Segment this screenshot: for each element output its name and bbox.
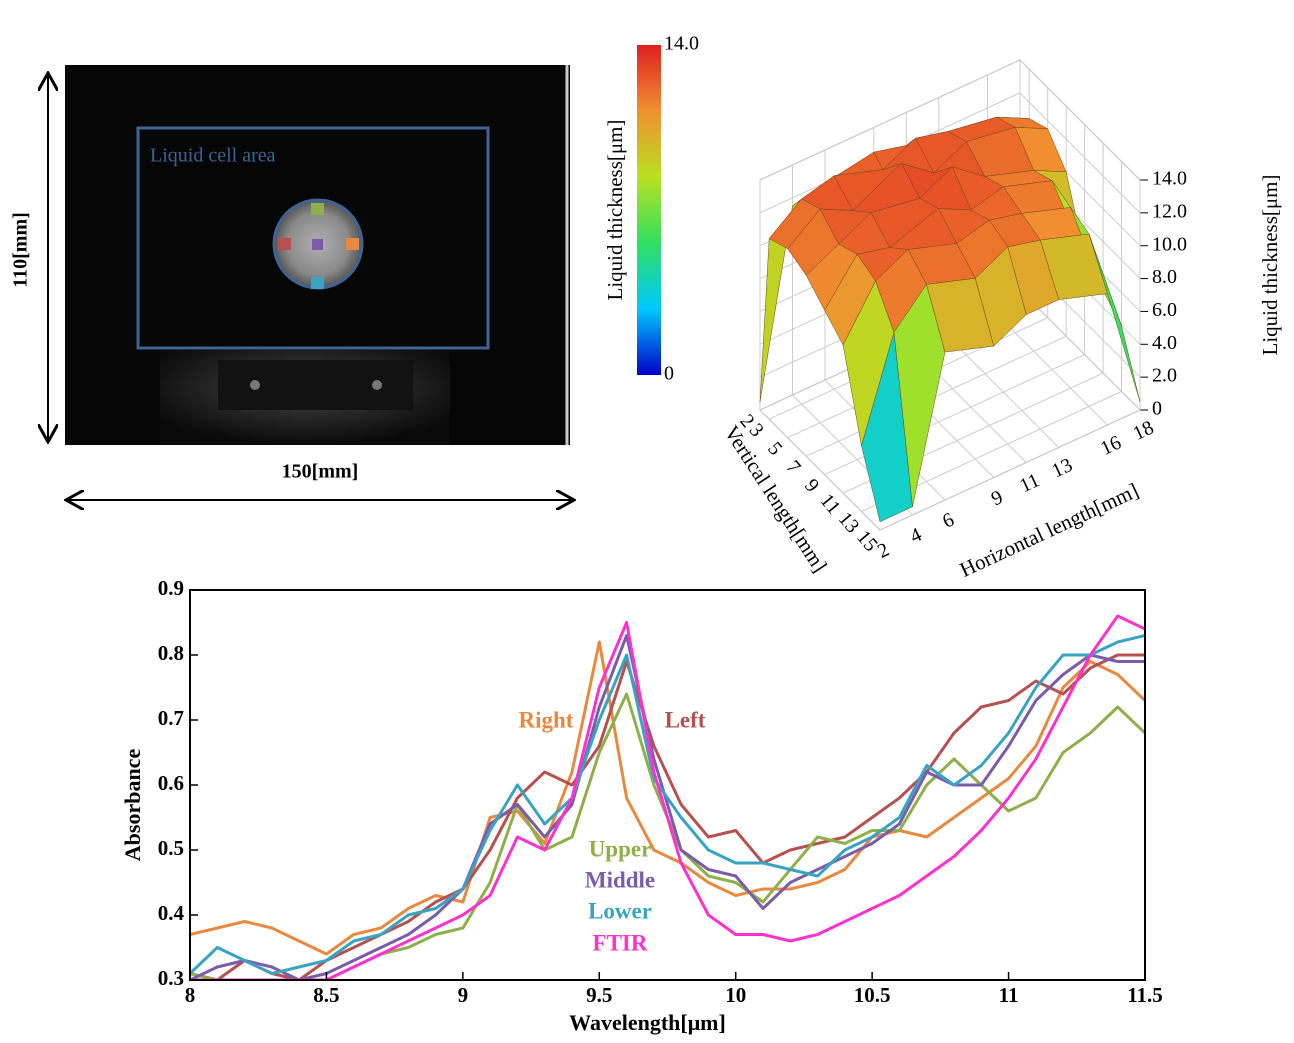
x-tick-label: 16	[1097, 432, 1124, 460]
z-tick-label: 2.0	[1152, 365, 1177, 387]
x-tick-label: 10.5	[854, 983, 891, 1007]
image-panel: Liquid cell area 110[mm] 150[mm]	[10, 65, 572, 500]
y-tick-label: 0.7	[158, 706, 184, 730]
z-tick-label: 6.0	[1152, 299, 1177, 321]
series-label: Right	[519, 707, 574, 732]
z-tick-label: 0	[1152, 398, 1162, 420]
y-tick-label: 0.5	[158, 836, 184, 860]
image-spot	[372, 380, 382, 390]
cell-area-label: Liquid cell area	[150, 145, 276, 167]
y-tick-label: 13	[834, 508, 864, 537]
marker-right	[346, 238, 359, 250]
series-label: Left	[665, 707, 706, 732]
series-line	[190, 694, 1145, 980]
y-tick-label: 7	[782, 456, 805, 478]
width-label: 150[mm]	[282, 461, 359, 483]
image-spot	[250, 380, 260, 390]
marker-left	[278, 238, 291, 250]
surface-chart: 02.04.06.08.010.012.014.0246911131618235…	[603, 33, 1282, 582]
z-axis-title: Liquid thickness[μm]	[1258, 175, 1282, 356]
y-tick-label: 0.4	[158, 901, 185, 925]
x-tick-label: 8.5	[313, 983, 339, 1007]
x-tick-label: 11.5	[1127, 983, 1163, 1007]
z-tick-label: 10.0	[1152, 233, 1187, 255]
figure: Liquid cell area 110[mm] 150[mm] 0 2.0 4.0…	[0, 0, 1294, 1043]
z-tick-label: 12.0	[1152, 200, 1187, 222]
z-tick-label: 14.0	[1152, 168, 1187, 190]
y-tick-label: 0.9	[158, 576, 184, 600]
y-tick-label: 0.3	[158, 966, 184, 990]
x-tick-label: 8	[185, 983, 196, 1007]
y-tick-label: 11	[816, 490, 845, 519]
x-axis-title: Wavelength[μm]	[569, 1010, 726, 1035]
x-tick-label: 13	[1048, 454, 1075, 482]
colorbar-title: Liquid thickness[μm]	[603, 120, 627, 301]
y-tick-label: 5	[763, 438, 786, 460]
height-label: 110[mm]	[10, 212, 32, 288]
y-tick-label: 0.6	[158, 771, 184, 795]
y-tick-label: 9	[800, 475, 823, 497]
marker-middle	[312, 239, 323, 250]
page: Liquid cell area 110[mm] 150[mm] 0 2.0 4.0…	[0, 0, 1294, 1043]
line-chart: 8 8.5 9 9.5 10 10.5 11 11.5 0.3 0.4 0.5 0.6 0.7 0.8 0.…	[120, 576, 1163, 1035]
series-label: Middle	[585, 867, 655, 892]
x-axis-title: Horizontal length[mm]	[956, 478, 1142, 582]
x-tick-label: 9.5	[586, 983, 612, 1007]
series-label: Upper	[589, 836, 652, 861]
marker-upper	[311, 203, 324, 215]
x-tick-label: 6	[939, 509, 957, 533]
y-tick-label: 0.8	[158, 641, 184, 665]
colorbar-tick-label: 14.0	[664, 33, 699, 55]
marker-lower	[311, 277, 324, 289]
z-tick-label: 4.0	[1152, 332, 1177, 354]
x-tick-label: 10	[725, 983, 746, 1007]
x-tick-label: 11	[1016, 469, 1043, 497]
colorbar	[637, 45, 661, 375]
colorbar-tick-label: 0	[664, 363, 674, 385]
series-label: FTIR	[593, 930, 648, 955]
image-shadow	[218, 360, 413, 410]
x-tick-label: 11	[999, 983, 1019, 1007]
z-tick-label: 8.0	[1152, 266, 1177, 288]
x-tick-label: 9	[988, 486, 1006, 510]
y-axis-title: Absorbance	[120, 749, 145, 862]
series-label: Lower	[588, 898, 652, 923]
x-tick-label: 9	[458, 983, 469, 1007]
x-tick-label: 18	[1130, 417, 1157, 445]
x-tick-label: 4	[907, 524, 925, 548]
